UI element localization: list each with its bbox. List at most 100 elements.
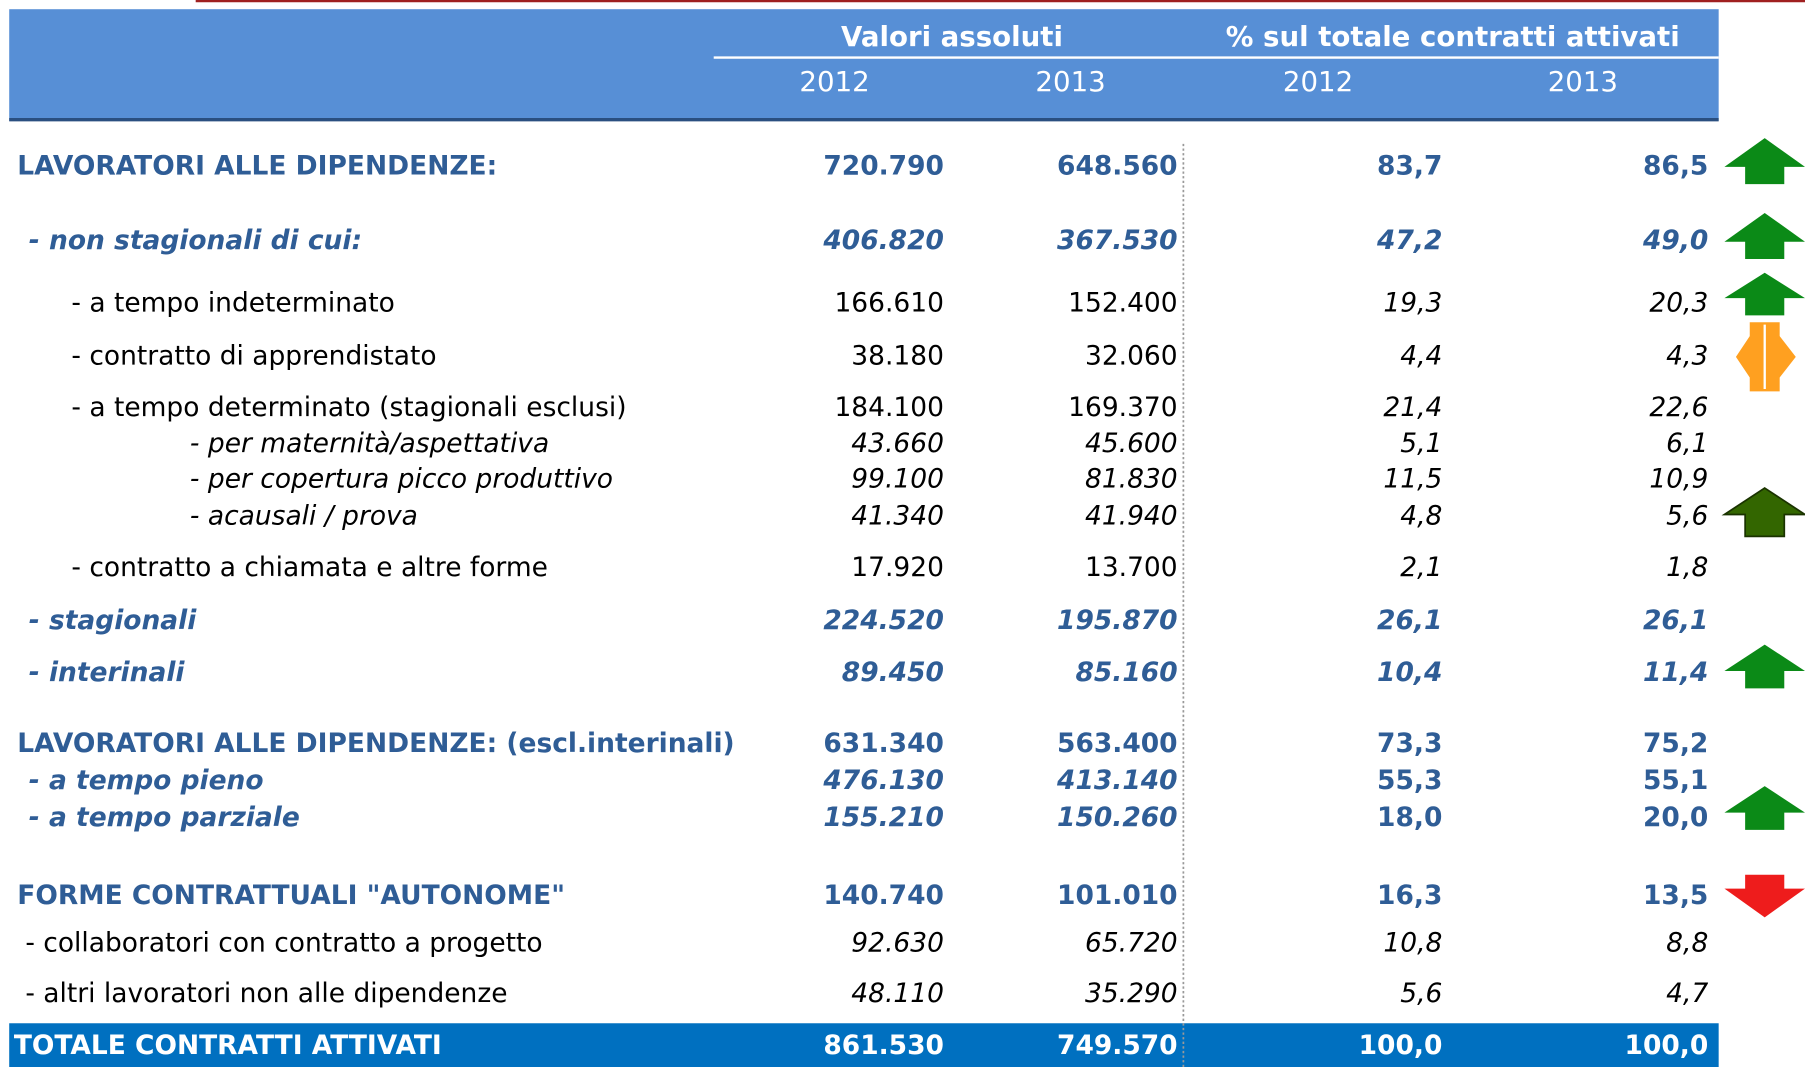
cell-value: 5,6 — [1400, 978, 1442, 1009]
cell-value: 55,3 — [1377, 765, 1442, 796]
up-arrow — [1724, 212, 1805, 259]
cell-value: 89.450 — [842, 657, 944, 688]
cell-value: 169.370 — [1068, 392, 1177, 423]
cell-value: 10,4 — [1377, 657, 1442, 688]
cell-value: 166.610 — [834, 287, 943, 318]
cell-value: 4,4 — [1400, 340, 1442, 371]
row-label: - a tempo indeterminato — [71, 287, 394, 318]
cell-value: 73,3 — [1377, 728, 1442, 759]
cell-value: 5,6 — [1666, 500, 1708, 531]
cell-value: 16,3 — [1377, 880, 1442, 911]
cell-value: 26,1 — [1377, 605, 1442, 636]
cell-value: 86,5 — [1643, 150, 1708, 181]
cell-value: 631.340 — [823, 728, 944, 759]
row-label: - per maternità/aspettativa — [190, 428, 549, 459]
cell-value: 1,8 — [1666, 552, 1708, 583]
cell-value: 11,4 — [1643, 657, 1708, 688]
cell-value: 99.100 — [851, 463, 944, 494]
cell-value: 406.820 — [822, 225, 944, 256]
cell-value: 19,3 — [1383, 287, 1442, 318]
cell-value: 32.060 — [1085, 340, 1178, 371]
up-arrow — [1724, 644, 1805, 689]
cell-value: 476.130 — [822, 765, 944, 796]
cell-value: 55,1 — [1643, 765, 1708, 796]
cell-value: 8,8 — [1666, 927, 1708, 958]
cell-value: 47,2 — [1376, 225, 1442, 256]
cell-value: 563.400 — [1057, 728, 1178, 759]
row-label: - a tempo determinato (stagionali esclus… — [71, 392, 626, 423]
cell-value: 367.530 — [1057, 225, 1178, 256]
cell-value: 65.720 — [1085, 927, 1178, 958]
cell-value: 152.400 — [1068, 287, 1177, 318]
cell-value: 4,3 — [1666, 340, 1708, 371]
cell-value: 45.600 — [1085, 428, 1178, 459]
cell-value: 4,7 — [1666, 978, 1708, 1009]
cell-value: 21,4 — [1383, 392, 1442, 423]
row-label: LAVORATORI ALLE DIPENDENZE: (escl.interi… — [17, 728, 734, 759]
cell-value: 81.830 — [1085, 463, 1178, 494]
cell-value: 13,5 — [1643, 880, 1708, 911]
row-label: - interinali — [29, 657, 186, 688]
cell-value: 75,2 — [1643, 728, 1708, 759]
row-label: FORME CONTRATTUALI "AUTONOME" — [17, 880, 565, 911]
cell-value: 749.570 — [1057, 1030, 1178, 1061]
header-band — [9, 9, 1719, 121]
cell-value: 184.100 — [834, 392, 943, 423]
cell-value: 35.290 — [1085, 978, 1178, 1009]
year-header: 2012 — [799, 65, 869, 98]
cell-value: 6,1 — [1666, 428, 1708, 459]
cell-value: 83,7 — [1377, 150, 1442, 181]
group-header: Valori assoluti — [841, 20, 1063, 53]
cell-value: 20,0 — [1643, 802, 1708, 833]
row-label: - collaboratori con contratto a progetto — [25, 927, 542, 958]
cell-value: 413.140 — [1056, 765, 1178, 796]
cell-value: 100,0 — [1359, 1030, 1443, 1061]
row-label: - per copertura picco produttivo — [190, 463, 613, 494]
cell-value: 150.260 — [1057, 802, 1178, 833]
cell-value: 11,5 — [1383, 463, 1442, 494]
row-label: - non stagionali di cui: — [29, 225, 362, 256]
row-label: - altri lavoratori non alle dipendenze — [25, 978, 507, 1009]
cell-value: 26,1 — [1643, 605, 1708, 636]
cell-value: 100,0 — [1625, 1030, 1709, 1061]
row-label: TOTALE CONTRATTI ATTIVATI — [14, 1030, 442, 1061]
row-label: - stagionali — [29, 605, 197, 636]
row-label: - contratto di apprendistato — [71, 340, 436, 371]
total-band — [9, 1023, 1719, 1067]
cell-value: 861.530 — [823, 1030, 944, 1061]
down-arrow — [1724, 874, 1805, 918]
cell-value: 10,8 — [1383, 927, 1442, 958]
cell-value: 49,0 — [1642, 225, 1708, 256]
row-label: - a tempo parziale — [29, 802, 300, 833]
cell-value: 195.870 — [1057, 605, 1178, 636]
cell-value: 85.160 — [1075, 657, 1177, 688]
cell-value: 13.700 — [1085, 552, 1178, 583]
cell-value: 22,6 — [1649, 392, 1708, 423]
cell-value: 720.790 — [823, 150, 944, 181]
cell-value: 20,3 — [1649, 287, 1708, 318]
cell-value: 38.180 — [851, 340, 944, 371]
cell-value: 10,9 — [1649, 463, 1708, 494]
cell-value: 140.740 — [823, 880, 944, 911]
cell-value: 4,8 — [1400, 500, 1442, 531]
year-header: 2013 — [1035, 65, 1105, 98]
cell-value: 648.560 — [1057, 150, 1178, 181]
cell-value: 92.630 — [851, 927, 944, 958]
cell-value: 224.520 — [823, 605, 944, 636]
cell-value: 17.920 — [851, 552, 944, 583]
cell-value: 41.940 — [1085, 500, 1178, 531]
row-label: - contratto a chiamata e altre forme — [71, 552, 548, 583]
up-arrow — [1724, 272, 1805, 316]
cell-value: 43.660 — [851, 428, 944, 459]
row-label: - acausali / prova — [190, 500, 418, 531]
cell-value: 48.110 — [851, 978, 944, 1009]
row-label: LAVORATORI ALLE DIPENDENZE: — [17, 150, 497, 181]
cell-value: 2,1 — [1400, 552, 1442, 583]
cell-value: 18,0 — [1377, 802, 1442, 833]
arrows — [1724, 138, 1805, 830]
group-header: % sul totale contratti attivati — [1226, 20, 1680, 53]
row-label: - a tempo pieno — [29, 765, 264, 796]
cell-value: 41.340 — [851, 500, 944, 531]
cell-value: 5,1 — [1400, 428, 1442, 459]
